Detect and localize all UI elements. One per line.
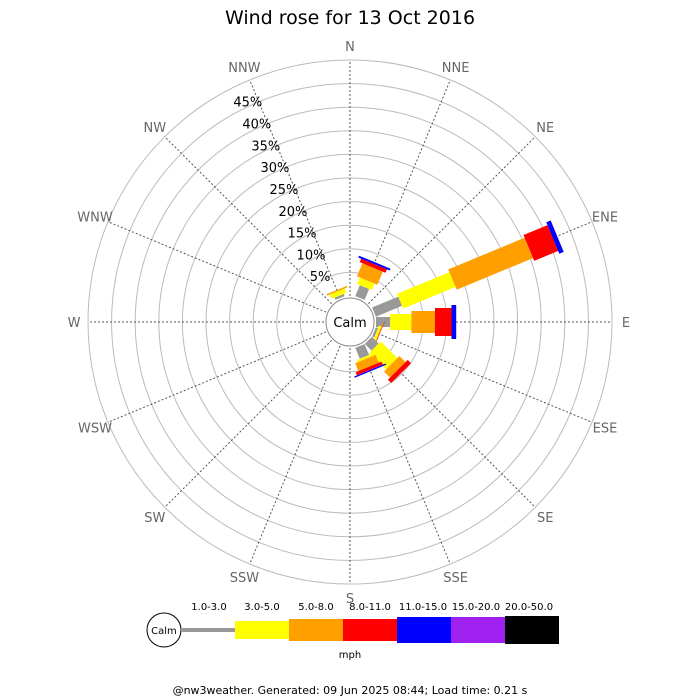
bar-segment-ene [448,237,533,290]
bar-segment-ene [372,296,403,317]
direction-label-s: S [346,592,354,607]
direction-label-wsw: WSW [78,422,112,437]
bar-segment-se [387,359,411,383]
radial-tick-label: 10% [297,248,326,263]
direction-label-ese: ESE [593,422,618,437]
radial-tick-label: 40% [242,118,271,133]
bar-segment-e [435,308,452,336]
grid-ring [87,59,613,585]
bar-segment-ese [374,323,384,345]
legend-swatch [235,621,289,639]
grid-spoke [107,331,327,423]
wind-bars [326,220,564,383]
grid-spoke [164,136,332,304]
grid-spoke [359,345,451,565]
bar-segment-nnw [334,293,345,300]
legend-swatch [289,619,343,641]
grid-ring [229,201,471,443]
grid-spoke [249,79,341,299]
direction-label-wnw: WNW [77,210,113,225]
direction-label-nw: NW [144,121,167,136]
radial-tick-label: 15% [288,227,317,242]
footer-text: @nw3weather. Generated: 09 Jun 2025 08:4… [173,684,528,697]
radial-tick-label: 20% [278,205,307,220]
direction-label-e: E [622,316,630,331]
legend-bin-label: 1.0-3.0 [191,602,226,613]
grid-spoke [359,79,451,299]
legend-bin-label: 11.0-15.0 [399,602,447,613]
bar-segment-ese [373,325,382,342]
grid-spoke [368,136,536,304]
direction-label-n: N [345,40,355,55]
bar-segment-se [364,336,379,351]
grid-spoke [373,331,593,423]
radial-tick-label: 30% [260,161,289,176]
bar-segment-ene [546,220,564,254]
bar-segment-sse [355,354,379,372]
bar-segment-e [376,317,391,327]
legend-swatch [181,628,235,632]
grid-spoke [249,345,341,565]
legend-calm-label: Calm [151,626,177,637]
calm-circle [325,297,375,347]
legend-bin-label: 3.0-5.0 [244,602,279,613]
bar-segment-nnw [326,285,348,296]
bar-segment-se [384,356,406,378]
chart-title: Wind rose for 13 Oct 2016 [225,7,475,29]
direction-label-sse: SSE [443,571,468,586]
direction-label-ne: NE [536,121,554,136]
bar-segment-e [451,305,457,339]
bar-segment-e [390,314,412,330]
bar-segment-sse [355,361,383,376]
legend-unit: mph [339,650,361,661]
radial-tick-label: 35% [251,139,280,154]
bar-segment-nne [359,258,387,273]
direction-label-w: W [68,316,81,331]
grid-spoke [107,221,327,313]
bar-segment-nne [358,255,391,271]
direction-label-nne: NNE [442,61,470,76]
direction-label-sw: SW [144,511,165,526]
bar-segment-e [411,311,435,333]
calm-label: Calm [333,316,366,331]
bar-segment-nne [355,285,370,300]
calm-center: Calm [325,297,375,347]
legend-bin-label: 15.0-20.0 [452,602,500,613]
legend-swatch [505,616,559,644]
direction-label-ene: ENE [592,210,618,225]
bar-segment-se [369,341,398,370]
legend-bin-label: 8.0-11.0 [349,602,391,613]
bar-segment-nne [357,277,375,291]
bar-segment-sse [354,363,387,378]
legend-swatch [451,617,505,643]
radial-tick-label: 5% [310,270,331,285]
legend-swatch [343,619,397,641]
radial-tick-label: 25% [269,183,298,198]
grid-spoke [164,340,332,508]
legend: Calm mph 1.0-3.0 3.0-5.0 5.0-8.0 8.0-11.0 11… [146,602,559,661]
bar-segment-sse [355,344,370,359]
direction-label-nnw: NNW [228,61,260,76]
legend-bin-label: 20.0-50.0 [505,602,553,613]
direction-label-se: SE [537,511,553,526]
direction-label-ssw: SSW [230,571,260,586]
bar-segment-ese [373,321,385,348]
radial-tick-label: 45% [233,96,262,111]
bar-segment-ese [372,327,379,338]
bar-segment-sse [357,353,373,363]
bar-segment-ene [523,225,559,261]
bar-segment-ene [397,272,456,309]
bar-segment-nne [357,263,383,285]
grid-spoke [368,340,536,508]
bar-segment-nnw [329,288,347,299]
legend-swatch [397,617,451,643]
polar-grid: N NNE NE ENE E ESE SE SSE S SSW SW WSW W WNW NW NNW 5% 10… [68,40,631,607]
legend-bin-label: 5.0-8.0 [298,602,333,613]
